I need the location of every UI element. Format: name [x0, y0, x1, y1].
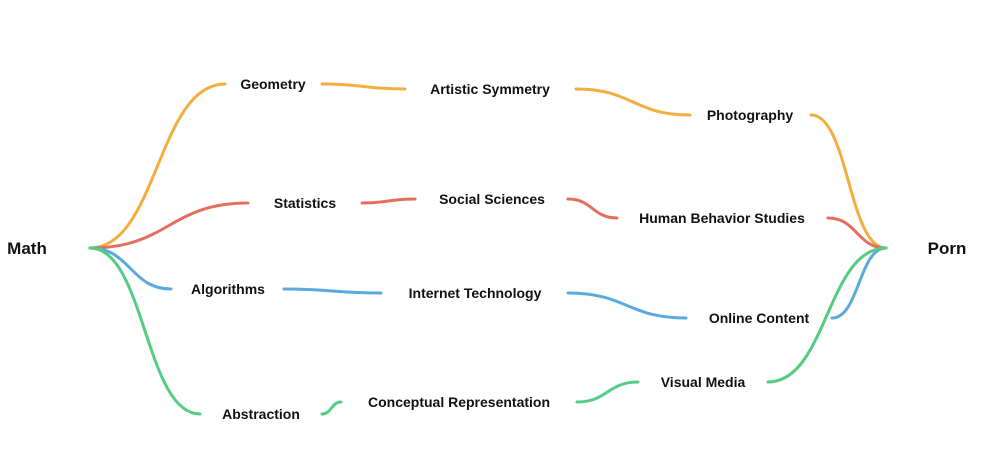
node-algorithms: Algorithms — [191, 281, 265, 297]
node-geometry: Geometry — [240, 76, 306, 92]
edge-algorithms-to-internet_technology — [282, 287, 383, 295]
edge-abstraction-to-conceptual_representation — [320, 400, 343, 416]
node-math: Math — [7, 239, 47, 258]
node-social-sciences: Social Sciences — [439, 191, 545, 207]
edge-math-to-geometry — [88, 82, 227, 250]
edge-online_content-to-porn — [830, 246, 888, 320]
node-porn: Porn — [927, 239, 967, 258]
node-statistics: Statistics — [273, 195, 337, 211]
node-photography: Photography — [706, 107, 794, 123]
edge-social_sciences-to-human_behavior — [566, 197, 619, 220]
node-internet-technology: Internet Technology — [408, 285, 542, 301]
node-human-behavior-studies: Human Behavior Studies — [639, 210, 805, 226]
node-abstraction: Abstraction — [222, 406, 300, 422]
edge-geometry-to-artistic_symmetry — [320, 82, 407, 91]
edge-math-to-abstraction — [88, 246, 202, 416]
edge-visual_media-to-porn — [766, 246, 888, 384]
node-visual-media: Visual Media — [660, 374, 746, 390]
node-online-content: Online Content — [708, 310, 810, 326]
edge-photography-to-porn — [809, 113, 888, 250]
edge-math-to-statistics — [88, 201, 250, 250]
node-conceptual-representation: Conceptual Representation — [367, 394, 551, 410]
edge-conceptual_representation-to-visual_media — [575, 380, 640, 404]
edge-statistics-to-social_sciences — [360, 197, 417, 205]
node-artistic-symmetry: Artistic Symmetry — [430, 81, 550, 97]
edge-math-to-algorithms — [88, 246, 173, 291]
edge-artistic_symmetry-to-photography — [574, 87, 692, 117]
edge-internet_technology-to-online_content — [566, 291, 688, 320]
edge-human_behavior-to-porn — [826, 216, 888, 250]
